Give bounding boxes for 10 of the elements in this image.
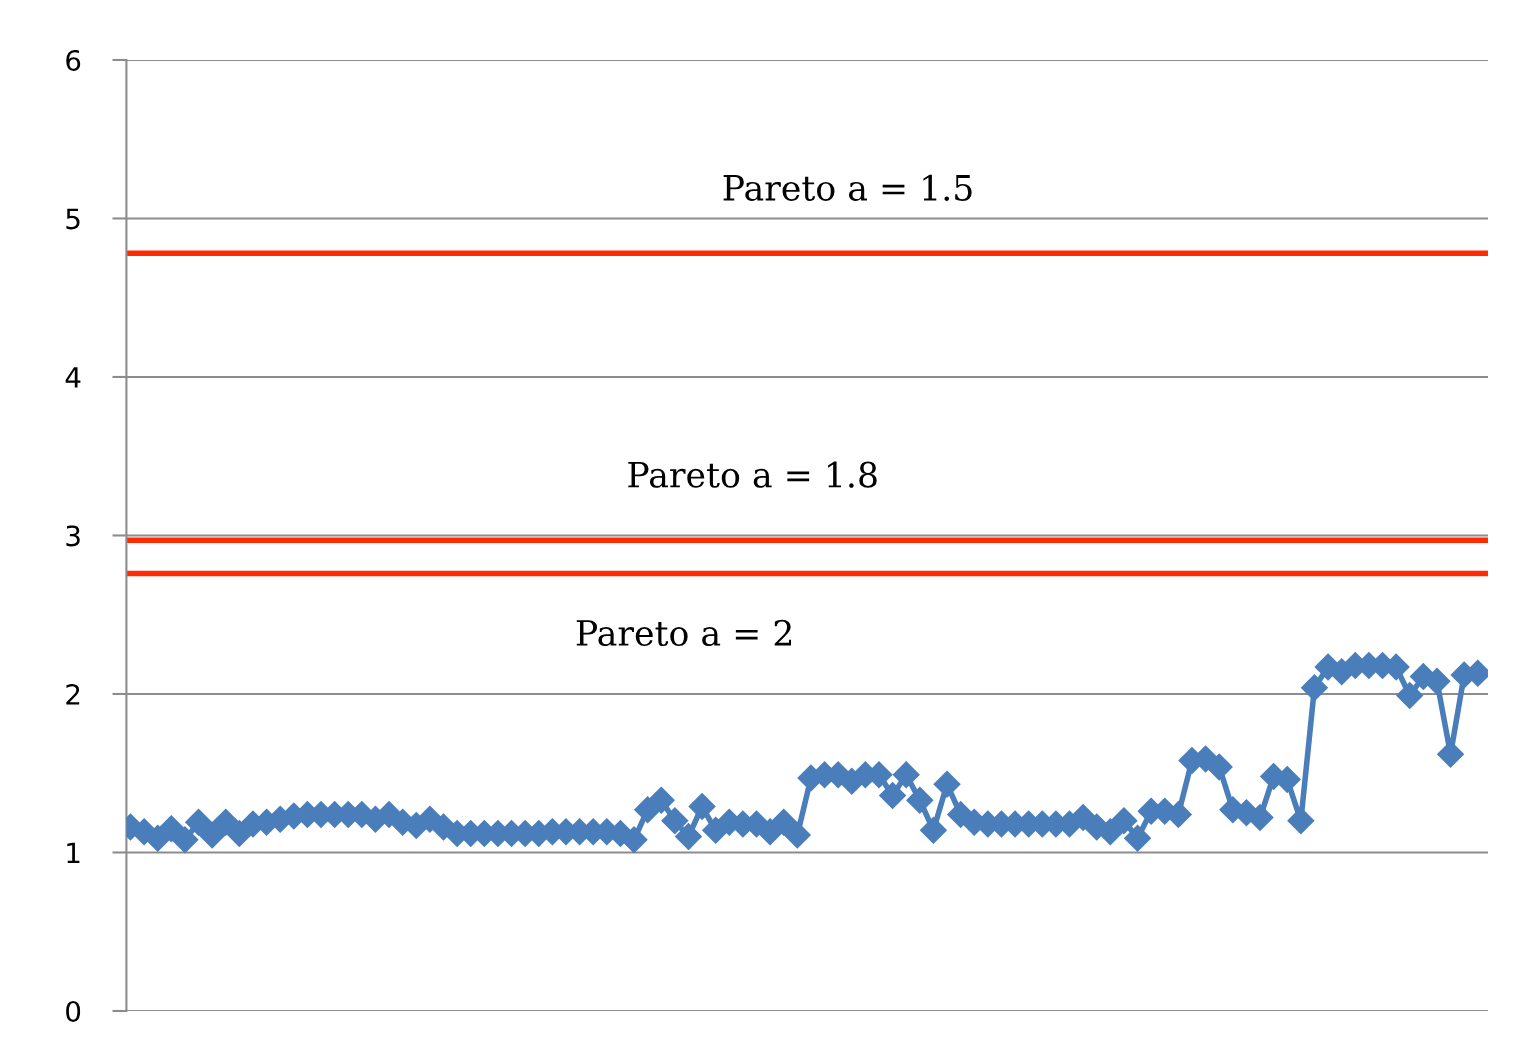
y-tick-label: 0	[66, 1000, 81, 1022]
y-tick-label: 6	[66, 49, 81, 71]
y-tick-label: 5	[66, 208, 80, 230]
annotation: Pareto a = 1.5	[723, 174, 972, 201]
annotation: Pareto a = 2	[576, 619, 791, 647]
y-tick-label: 3	[66, 525, 80, 547]
y-tick-label: 1	[67, 842, 80, 864]
annotation: Pareto a = 1.8	[628, 461, 877, 488]
y-tick-label: 2	[66, 683, 80, 705]
y-tick-label: 4	[65, 367, 81, 388]
